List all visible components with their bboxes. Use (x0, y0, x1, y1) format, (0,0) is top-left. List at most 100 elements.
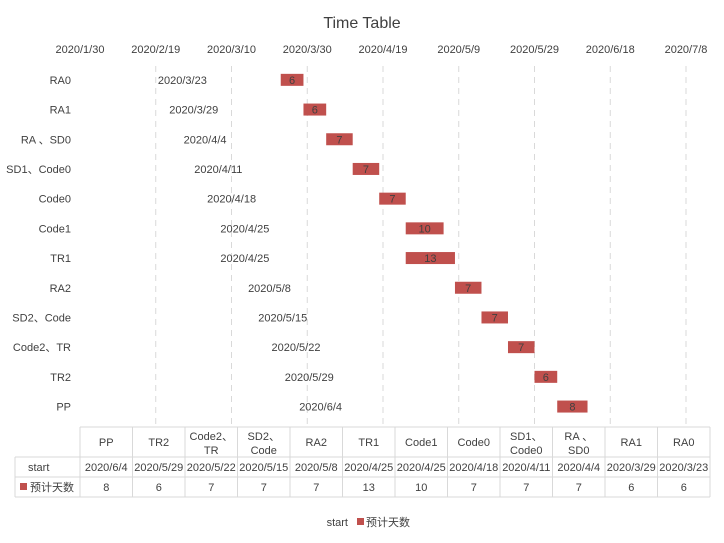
category-label: Code0 (39, 194, 71, 206)
legend-entry-duration: 预计天数 (366, 516, 410, 529)
duration-bar (280, 73, 304, 86)
table-cell: 6 (681, 482, 687, 494)
duration-bar (534, 370, 558, 383)
duration-data-label: 6 (312, 105, 318, 117)
table-cell: 7 (471, 482, 477, 494)
chart-title: Time Table (323, 15, 400, 32)
table-cell: 7 (313, 482, 319, 494)
table-header-cell: TR2 (148, 437, 169, 449)
table-cell: 2020/3/29 (607, 462, 656, 474)
duration-data-label: 7 (363, 164, 369, 176)
table-cell: 2020/5/15 (239, 462, 288, 474)
start-data-label: 2020/5/29 (285, 372, 334, 384)
duration-data-label: 6 (289, 75, 295, 87)
category-label: Code2、TR (13, 342, 71, 354)
category-label: TR2 (50, 372, 71, 384)
category-label: SD2、Code (12, 312, 71, 324)
start-data-label: 2020/4/18 (207, 194, 256, 206)
x-tick-label: 2020/6/18 (586, 44, 635, 56)
table-header-cell: SD1、 (510, 431, 542, 443)
table-cell: 7 (576, 482, 582, 494)
duration-bar (379, 192, 406, 205)
duration-bar (507, 341, 535, 354)
table-cell: 10 (415, 482, 427, 494)
table-header-cell: Code0 (510, 445, 542, 457)
table-cell: 7 (523, 482, 529, 494)
table-cell: 2020/5/8 (295, 462, 338, 474)
table-header-cell: PP (99, 437, 114, 449)
table-header-cell: Code0 (458, 437, 490, 449)
table-header-cell: Code1 (405, 437, 437, 449)
duration-data-label: 6 (543, 372, 549, 384)
start-data-label: 2020/4/25 (220, 253, 269, 265)
duration-bar (557, 400, 588, 413)
table-cell: 2020/4/25 (397, 462, 446, 474)
table-cell: 2020/5/22 (187, 462, 236, 474)
duration-data-label: 13 (424, 253, 436, 265)
duration-bar (326, 133, 353, 146)
table-header-cell: RA2 (306, 437, 327, 449)
start-data-label: 2020/6/4 (299, 402, 342, 414)
duration-bar (454, 281, 482, 294)
category-label: RA0 (50, 75, 71, 87)
x-tick-label: 2020/3/10 (207, 44, 256, 56)
table-header-cell: SD0 (568, 445, 589, 457)
table-cell: 2020/5/29 (134, 462, 183, 474)
category-label: RA1 (50, 105, 71, 117)
table-cell: 2020/6/4 (85, 462, 128, 474)
duration-bar (405, 252, 455, 265)
legend-swatch (357, 518, 364, 525)
table-cell: 8 (103, 482, 109, 494)
duration-bar (352, 162, 380, 175)
table-header-cell: TR1 (358, 437, 379, 449)
table-header-cell: RA 、 (564, 431, 593, 443)
table-cell: 2020/4/4 (557, 462, 600, 474)
table-header-cell: Code2、 (190, 431, 233, 443)
category-label: PP (56, 402, 71, 414)
start-data-label: 2020/5/22 (272, 342, 321, 354)
category-label: RA 、SD0 (21, 134, 71, 146)
table-cell: 2020/4/11 (502, 462, 550, 474)
table-cell: 7 (261, 482, 267, 494)
duration-data-label: 7 (518, 342, 524, 354)
duration-bar (481, 311, 508, 324)
start-data-label: 2020/5/8 (248, 283, 291, 295)
x-tick-label: 2020/3/30 (283, 44, 332, 56)
table-cell: 6 (156, 482, 162, 494)
table-header-cell: RA1 (621, 437, 642, 449)
table-cell: 7 (208, 482, 214, 494)
table-cell: 2020/4/18 (449, 462, 498, 474)
duration-bar (405, 222, 444, 235)
table-header-cell: RA0 (673, 437, 694, 449)
table-row-label: 预计天数 (30, 481, 74, 494)
start-data-label: 2020/3/23 (158, 75, 207, 87)
x-tick-label: 2020/2/19 (131, 44, 180, 56)
table-header-cell: SD2、 (248, 431, 280, 443)
duration-data-label: 7 (465, 283, 471, 295)
category-label: Code1 (39, 223, 71, 235)
start-data-label: 2020/3/29 (169, 105, 218, 117)
duration-data-label: 7 (389, 194, 395, 206)
start-data-label: 2020/4/11 (194, 164, 242, 176)
table-header-cell: Code (251, 445, 277, 457)
table-cell: 2020/4/25 (344, 462, 393, 474)
x-tick-label: 2020/5/9 (437, 44, 480, 56)
duration-data-label: 8 (569, 402, 575, 414)
start-data-label: 2020/5/15 (258, 312, 307, 324)
table-header-cell: TR (204, 445, 219, 457)
category-label: TR1 (50, 253, 71, 265)
table-cell: 6 (628, 482, 634, 494)
table-cell: 2020/3/23 (659, 462, 708, 474)
duration-data-label: 7 (336, 134, 342, 146)
start-data-label: 2020/4/25 (220, 223, 269, 235)
table-row-label: start (28, 462, 49, 474)
legend-entry-start: start (327, 517, 348, 529)
category-label: RA2 (50, 283, 71, 295)
x-tick-label: 2020/7/8 (665, 44, 708, 56)
start-data-label: 2020/4/4 (184, 134, 227, 146)
table-cell: 13 (363, 482, 375, 494)
category-label: SD1、Code0 (6, 164, 71, 176)
duration-data-label: 10 (419, 223, 431, 235)
x-tick-label: 2020/4/19 (359, 44, 408, 56)
